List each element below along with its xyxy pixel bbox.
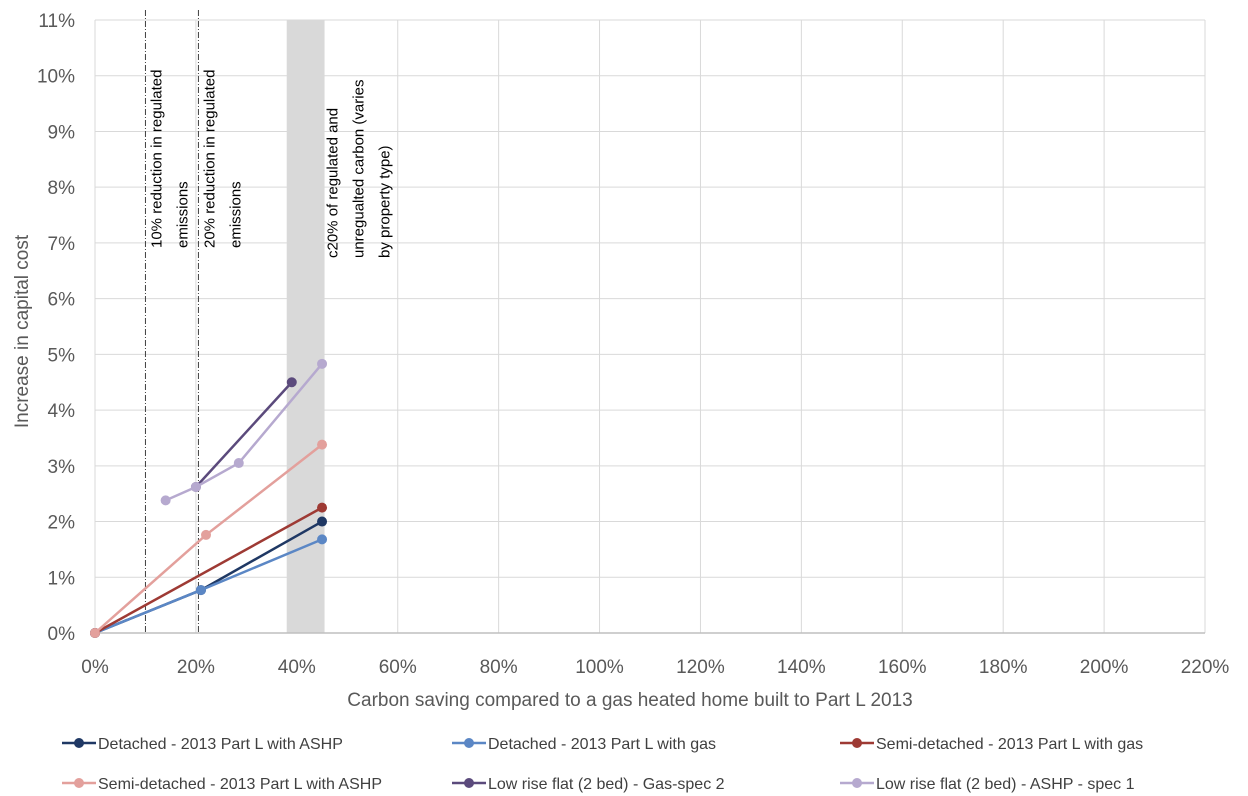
legend-label: Low rise flat (2 bed) - ASHP - spec 1 bbox=[876, 776, 1135, 793]
data-point bbox=[201, 529, 211, 540]
annotation-label: 20% reduction in regulated emissions bbox=[201, 70, 244, 248]
data-point bbox=[160, 495, 171, 506]
data-point bbox=[317, 534, 328, 545]
legend-item: Low rise flat (2 bed) - ASHP - spec 1 bbox=[840, 776, 1135, 793]
y-tick-label: 3% bbox=[48, 457, 76, 478]
legend-label: Detached - 2013 Part L with ASHP bbox=[98, 736, 343, 753]
data-point bbox=[195, 585, 206, 596]
legend-swatch-marker bbox=[852, 738, 862, 748]
x-tick-label: 100% bbox=[575, 657, 624, 678]
y-axis-title: Increase in capital cost bbox=[12, 234, 33, 428]
x-tick-label: 80% bbox=[480, 657, 518, 678]
series bbox=[90, 439, 328, 638]
series bbox=[160, 358, 328, 506]
x-tick-label: 120% bbox=[676, 657, 725, 678]
y-tick-label: 4% bbox=[48, 401, 76, 422]
legend-label: Semi-detached - 2013 Part L with ASHP bbox=[98, 776, 382, 793]
annotation-label: 10% reduction in regulated emissions bbox=[148, 70, 191, 248]
data-point bbox=[90, 628, 100, 638]
legend-item: Semi-detached - 2013 Part L with ASHP bbox=[62, 776, 382, 793]
x-axis-title: Carbon saving compared to a gas heated h… bbox=[347, 690, 912, 711]
legend-item: Semi-detached - 2013 Part L with gas bbox=[840, 736, 1143, 753]
y-tick-label: 10% bbox=[37, 67, 75, 88]
series-layer bbox=[90, 358, 328, 638]
annotation-label: c20% of regulated and unregualted carbon … bbox=[325, 80, 394, 258]
y-tick-label: 7% bbox=[48, 234, 76, 255]
x-tick-label: 220% bbox=[1181, 657, 1230, 678]
x-tick-label: 0% bbox=[81, 657, 109, 678]
y-tick-label: 5% bbox=[48, 345, 76, 366]
y-tick-label: 6% bbox=[48, 290, 76, 311]
data-point bbox=[233, 458, 244, 469]
data-point bbox=[317, 439, 328, 450]
data-point bbox=[286, 377, 297, 388]
legend-label: Low rise flat (2 bed) - Gas-spec 2 bbox=[488, 776, 725, 793]
legend-item: Low rise flat (2 bed) - Gas-spec 2 bbox=[452, 776, 725, 793]
series-line bbox=[94, 506, 323, 635]
y-tick-label: 11% bbox=[38, 11, 75, 32]
y-tick-label: 9% bbox=[48, 122, 76, 143]
annotation-text-layer: 10% reduction in regulated emissions 20% r… bbox=[148, 70, 393, 258]
legend-swatch-marker bbox=[852, 778, 862, 788]
legend: Detached - 2013 Part L with ASHP Detached… bbox=[62, 736, 1143, 793]
x-tick-label: 140% bbox=[777, 657, 826, 678]
legend-item: Detached - 2013 Part L with gas bbox=[452, 736, 716, 753]
x-tick-label: 40% bbox=[278, 657, 316, 678]
legend-label: Semi-detached - 2013 Part L with gas bbox=[876, 736, 1143, 753]
series-line bbox=[165, 363, 324, 502]
y-tick-label: 1% bbox=[48, 568, 76, 589]
legend-label: Detached - 2013 Part L with gas bbox=[488, 736, 716, 753]
y-tick-label: 2% bbox=[48, 513, 76, 534]
series-line bbox=[194, 381, 293, 488]
tick-labels: 0% 1% 2% 3% 4% 5% 6% 7% 8% 9% 10% 11% 0% 20% 40% 60% 80%… bbox=[37, 11, 1229, 678]
data-point bbox=[317, 502, 328, 513]
data-point bbox=[317, 516, 328, 527]
legend-item: Detached - 2013 Part L with ASHP bbox=[62, 736, 343, 753]
y-tick-label: 8% bbox=[48, 178, 76, 199]
y-tick-label: 0% bbox=[48, 624, 76, 645]
legend-swatch-marker bbox=[74, 738, 84, 748]
x-tick-label: 180% bbox=[979, 657, 1028, 678]
x-tick-label: 60% bbox=[379, 657, 417, 678]
legend-swatch-marker bbox=[464, 738, 474, 748]
legend-swatch-marker bbox=[464, 778, 474, 788]
data-point bbox=[317, 358, 328, 369]
x-tick-label: 20% bbox=[177, 657, 215, 678]
data-point bbox=[190, 481, 201, 492]
series bbox=[190, 377, 297, 492]
x-tick-label: 160% bbox=[878, 657, 927, 678]
annotation-vline-layer bbox=[144, 10, 199, 633]
legend-swatch-marker bbox=[74, 778, 84, 788]
x-tick-label: 200% bbox=[1080, 657, 1129, 678]
